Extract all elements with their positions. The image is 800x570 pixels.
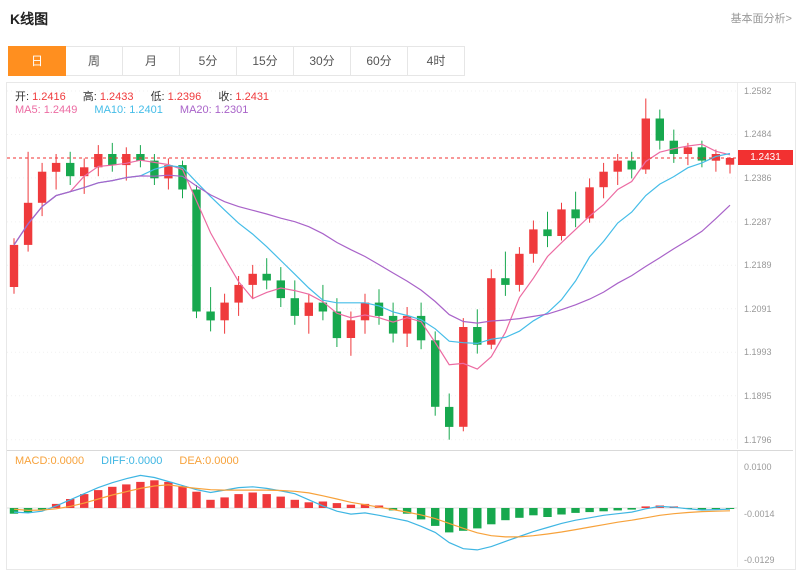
macd-axis-label: -0.0129 — [744, 555, 775, 566]
tab-month[interactable]: 月 — [122, 46, 180, 76]
price-axis-label: 1.2091 — [744, 303, 772, 314]
dea-label: DEA: — [179, 455, 206, 467]
open-pair: 开: 1.2416 — [15, 91, 66, 103]
ma20-label: MA20: — [179, 104, 212, 116]
macd-value: 0.0000 — [50, 455, 85, 467]
macd-pair: MACD:0.0000 — [15, 455, 84, 467]
price-axis-label: 1.2484 — [744, 129, 772, 140]
chart-container: 1.2582 1.2484 1.2386 1.2287 1.2189 1.2091 1.19… — [6, 82, 796, 570]
price-axis-label: 1.2287 — [744, 216, 772, 227]
ma20-value: 1.2301 — [214, 104, 249, 116]
price-axis-label: 1.1993 — [744, 347, 772, 358]
high-value: 1.2433 — [99, 91, 134, 103]
open-label: 开: — [15, 91, 30, 103]
dea-pair: DEA:0.0000 — [179, 455, 238, 467]
close-value: 1.2431 — [235, 91, 270, 103]
high-pair: 高: 1.2433 — [83, 91, 134, 103]
low-label: 低: — [150, 91, 165, 103]
tab-30min[interactable]: 30分 — [293, 46, 351, 76]
price-axis-label: 1.2582 — [744, 85, 772, 96]
macd-legend: MACD:0.0000 DIFF:0.0000 DEA:0.0000 — [15, 455, 253, 467]
fundamental-analysis-link[interactable]: 基本面分析> — [730, 13, 792, 25]
macd-axis-label: 0.0100 — [744, 462, 772, 473]
candlestick-chart[interactable] — [7, 83, 737, 449]
ohlc-info: 开: 1.2416 高: 1.2433 低: 1.2396 收: 1.2431 — [15, 88, 283, 104]
low-value: 1.2396 — [167, 91, 202, 103]
close-label: 收: — [218, 91, 233, 103]
ma-legend: MA5: 1.2449 MA10: 1.2401 MA20: 1.2301 — [15, 104, 262, 116]
ma5-label: MA5: — [15, 104, 41, 116]
diff-pair: DIFF:0.0000 — [101, 455, 162, 467]
tab-day[interactable]: 日 — [8, 46, 66, 76]
ma5-value: 1.2449 — [43, 104, 78, 116]
price-axis-label: 1.1895 — [744, 390, 772, 401]
price-axis: 1.2582 1.2484 1.2386 1.2287 1.2189 1.2091 1.19… — [737, 83, 794, 449]
page-title: K线图 — [10, 11, 49, 27]
tab-week[interactable]: 周 — [65, 46, 123, 76]
macd-label: MACD: — [15, 455, 51, 467]
ma5-pair: MA5: 1.2449 — [15, 104, 77, 116]
high-label: 高: — [82, 91, 97, 103]
diff-value: 0.0000 — [128, 455, 163, 467]
ma10-value: 1.2401 — [129, 104, 163, 116]
tab-5min[interactable]: 5分 — [179, 46, 237, 76]
tab-4hour[interactable]: 4时 — [407, 46, 465, 76]
diff-label: DIFF: — [101, 455, 129, 467]
tab-15min[interactable]: 15分 — [236, 46, 294, 76]
ma20-pair: MA20: 1.2301 — [180, 104, 248, 116]
tab-60min[interactable]: 60分 — [350, 46, 408, 76]
ma10-pair: MA10: 1.2401 — [94, 104, 162, 116]
macd-axis-label: -0.0014 — [744, 508, 775, 519]
dea-value: 0.0000 — [205, 455, 239, 467]
current-price-tag: 1.2431 — [738, 149, 793, 165]
macd-chart[interactable] — [7, 451, 737, 567]
macd-axis: 0.0100 -0.0014 -0.0129 — [737, 451, 794, 567]
period-tabs: 日 周 月 5分 15分 30分 60分 4时 — [8, 46, 465, 76]
panel-divider — [7, 450, 793, 451]
price-axis-label: 1.2189 — [744, 260, 772, 271]
price-axis-label: 1.1796 — [744, 434, 772, 445]
open-value: 1.2416 — [32, 91, 66, 103]
low-pair: 低: 1.2396 — [151, 91, 202, 103]
close-pair: 收: 1.2431 — [218, 91, 269, 103]
price-axis-label: 1.2386 — [744, 172, 772, 183]
ma10-label: MA10: — [94, 104, 127, 116]
